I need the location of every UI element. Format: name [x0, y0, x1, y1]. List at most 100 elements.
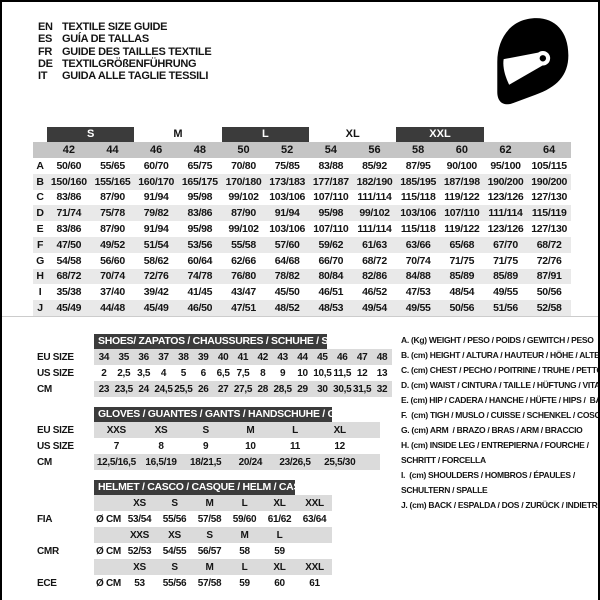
size-value: 35/38 — [56, 286, 82, 299]
size-value: 63/64 — [302, 513, 327, 525]
size-value: 38 — [178, 351, 189, 363]
language-row: IT GUIDA ALLE TAGLIE TESSILI — [38, 70, 211, 82]
row-band: 34 35 36 37 38 39 40 41 42 43 44 45 46 47 48 — [94, 349, 392, 365]
table-row: EU SIZE 34 35 36 37 38 39 40 41 42 43 44 45 46 47 48 — [37, 349, 392, 365]
size-value: 111/114 — [357, 223, 392, 236]
size-value: 155/165 — [94, 175, 131, 188]
size-column-header: 54 — [324, 144, 337, 156]
table-row: ECE Ø CM 53 55/56 57/58 59 60 61 — [37, 575, 332, 591]
size-value: 7,5 — [236, 367, 250, 379]
size-value: 115/118 — [400, 191, 436, 204]
size-value: 65/75 — [187, 159, 213, 172]
size-value: 74/78 — [187, 270, 213, 283]
row-band: XS S M L XL XXL — [94, 559, 332, 575]
size-column-header: 56 — [368, 144, 381, 156]
row-band: XS S M L XL XXL — [94, 495, 332, 511]
size-value: 115/119 — [531, 207, 567, 220]
language-title: GUIDA ALLE TAGLIE TESSILI — [62, 70, 209, 83]
language-title: TEXTILE SIZE GUIDE — [62, 21, 168, 34]
size-value: 24,5 — [154, 383, 173, 395]
size-value: XS — [133, 497, 146, 509]
row-letter: E — [36, 223, 44, 236]
size-value: 11,5 — [333, 367, 352, 379]
size-value: 173/183 — [269, 175, 306, 188]
language-row: ES GUÍA DE TALLAS — [38, 33, 211, 45]
size-value: L — [241, 497, 248, 509]
size-value: 103/106 — [269, 191, 306, 204]
language-code: EN — [38, 21, 53, 34]
size-value: XXL — [305, 497, 324, 509]
size-value: 54/55 — [162, 545, 187, 557]
measurement-row-d: D 71/74 75/78 79/82 83/86 87/90 91/94 95/98 99/1… — [33, 205, 571, 222]
size-value: 36 — [138, 351, 149, 363]
size-value: 8 — [158, 440, 164, 452]
size-value: 47/53 — [405, 286, 431, 299]
row-letter: F — [36, 238, 44, 251]
table-row: US SIZE 7 8 9 10 11 12 — [37, 438, 380, 454]
language-code: IT — [38, 70, 48, 83]
size-column-header: 42 — [62, 144, 75, 156]
size-value: 58 — [239, 545, 250, 557]
size-value: 123/126 — [487, 191, 524, 204]
size-value: 30,5 — [333, 383, 352, 395]
size-value: 61/62 — [267, 513, 292, 525]
size-value: XL — [273, 497, 286, 509]
shoes-size-table: SHOES/ ZAPATOS / CHAUSSURES / SCHUHE / S… — [37, 333, 392, 397]
size-value: 87/91 — [536, 270, 562, 283]
size-value: 70/74 — [100, 270, 125, 283]
language-code: ES — [38, 33, 53, 46]
legend-item: E. (cm) HIP / CADERA / HANCHE / HÜFTE / … — [401, 395, 600, 405]
size-value: 60/70 — [143, 159, 169, 172]
size-value: 56/57 — [197, 545, 222, 557]
language-title: TEXTILGRÖßENFÜHRUNG — [62, 58, 197, 71]
section-divider — [2, 316, 598, 317]
row-band: XXS XS S M L XL — [94, 422, 380, 438]
size-value: 91/94 — [274, 207, 300, 220]
size-value: 42 — [257, 351, 269, 363]
legend-item: G. (cm) ARM / BRAZO / BRAS / ARM / BRACC… — [401, 425, 583, 435]
size-value: 83/86 — [56, 191, 82, 204]
size-value: 83/86 — [187, 207, 213, 220]
table-title-row: SHOES/ ZAPATOS / CHAUSSURES / SCHUHE / S… — [37, 333, 392, 349]
size-value: 40 — [217, 351, 229, 363]
size-value: 65/68 — [449, 238, 475, 251]
size-value: S — [171, 561, 178, 573]
legend-item: B. (cm) HEIGHT / ALTURA / HAUTEUR / HÖHE… — [401, 350, 600, 360]
size-value: 45/50 — [274, 286, 300, 299]
size-value: 99/102 — [228, 191, 259, 204]
size-value: XXS — [106, 424, 126, 436]
size-value: 107/110 — [313, 191, 349, 204]
size-value: 60 — [274, 577, 285, 589]
size-value: 68/72 — [56, 270, 82, 283]
size-value: 50/56 — [536, 286, 562, 299]
size-group-row: S M L XL XXL — [33, 127, 571, 142]
size-value: 9 — [203, 440, 209, 452]
size-value: 79/82 — [143, 207, 169, 220]
row-label: ECE — [37, 577, 57, 589]
size-column-header: 52 — [281, 144, 294, 156]
unit-cell: Ø CM — [96, 513, 121, 525]
size-value: 87/90 — [100, 191, 125, 204]
size-column-header: 44 — [106, 144, 119, 156]
size-value: 95/98 — [187, 223, 213, 236]
size-value: 53/56 — [187, 238, 213, 251]
size-value: 23,5 — [114, 383, 134, 395]
size-value: 111/114 — [488, 207, 523, 220]
size-value: 87/95 — [405, 159, 431, 172]
size-value: 76/80 — [231, 270, 256, 283]
size-value: XXL — [305, 561, 324, 573]
size-value: 75/85 — [274, 159, 300, 172]
row-letter: B — [36, 175, 44, 188]
size-value: 12 — [334, 440, 345, 452]
row-letter: D — [36, 207, 44, 220]
size-value: 50/60 — [56, 159, 82, 172]
size-value: 11 — [290, 440, 301, 452]
table-row: FIA Ø CM 53/54 55/56 57/58 59/60 61/62 63/64 — [37, 511, 332, 527]
size-value: 105/115 — [531, 159, 568, 172]
size-value: M — [205, 561, 214, 573]
size-value: 127/130 — [531, 223, 568, 236]
size-value: 28 — [257, 383, 269, 395]
size-value: XS — [154, 424, 168, 436]
size-value: 50/56 — [449, 302, 475, 315]
size-value: 35 — [118, 351, 130, 363]
